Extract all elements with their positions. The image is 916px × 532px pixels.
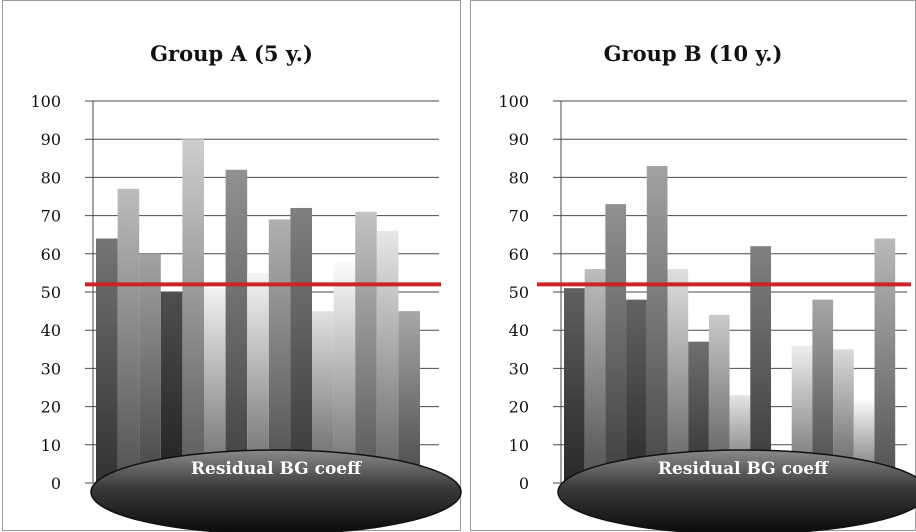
bar (376, 230, 399, 483)
y-tick-label: 70 (509, 207, 529, 226)
chart-svg-group-a: 0 10 20 30 40 50 60 70 80 90 100 Residual BG coeff (30, 92, 462, 532)
bar (117, 188, 140, 484)
y-tick-label: 90 (41, 130, 61, 149)
chart-panel-group-b: Group B (10 y.) 0 10 20 30 40 50 60 70 80 90 100 Re… (470, 0, 916, 532)
bar (750, 246, 771, 483)
bar (225, 169, 248, 483)
chart-panel-group-a: Group A (5 y.) 0 10 20 30 40 50 60 70 80 90 100 Res… (2, 0, 462, 532)
y-tick-label: 100 (498, 92, 529, 111)
y-tick-label: 0 (51, 474, 61, 493)
y-tick-label: 10 (509, 436, 529, 455)
y-tick-label: 30 (509, 359, 529, 378)
bar (584, 269, 606, 483)
y-tick-label: 20 (509, 398, 529, 417)
bar (626, 299, 647, 483)
y-tick-label: 90 (509, 130, 529, 149)
bar (605, 204, 627, 483)
chart-title: Group A (5 y.) (150, 41, 313, 66)
y-tick-label: 100 (30, 92, 61, 111)
bar (160, 292, 183, 483)
y-tick-label: 0 (519, 474, 529, 493)
y-tick-label: 40 (509, 321, 529, 340)
bar (646, 165, 668, 483)
y-tick-label: 80 (509, 168, 529, 187)
y-tick-label: 60 (509, 245, 529, 264)
bar (667, 269, 689, 483)
chart-svg-group-b: 0 10 20 30 40 50 60 70 80 90 100 Residual BG coeff (498, 92, 916, 532)
bar (688, 341, 709, 483)
y-tick-label: 20 (41, 398, 61, 417)
bar (812, 299, 834, 483)
y-tick-label: 50 (41, 283, 61, 302)
bar (833, 349, 854, 483)
chart-title: Group B (10 y.) (603, 41, 783, 66)
bar (290, 207, 312, 483)
bar (247, 272, 269, 483)
bar (791, 345, 813, 483)
bar (874, 238, 896, 483)
y-tick-label: 40 (41, 321, 61, 340)
bar (398, 311, 420, 483)
ellipse-label: Residual BG coeff (658, 459, 829, 479)
bar (268, 219, 291, 484)
y-tick-label: 50 (509, 283, 529, 302)
bar (355, 211, 377, 483)
y-tick-label: 70 (41, 207, 61, 226)
bar (708, 314, 730, 483)
ellipse-label: Residual BG coeff (191, 459, 362, 479)
y-tick-label: 80 (41, 168, 61, 187)
bar (564, 288, 585, 483)
bar (182, 139, 204, 483)
y-tick-label: 10 (41, 436, 61, 455)
bar (312, 311, 334, 483)
overlay-ellipse (557, 449, 916, 532)
bar (96, 238, 118, 483)
bar (139, 253, 161, 483)
y-tick-label: 60 (41, 245, 61, 264)
y-tick-label: 30 (41, 359, 61, 378)
bar (204, 288, 226, 483)
overlay-ellipse (90, 449, 462, 532)
bar (333, 261, 356, 483)
